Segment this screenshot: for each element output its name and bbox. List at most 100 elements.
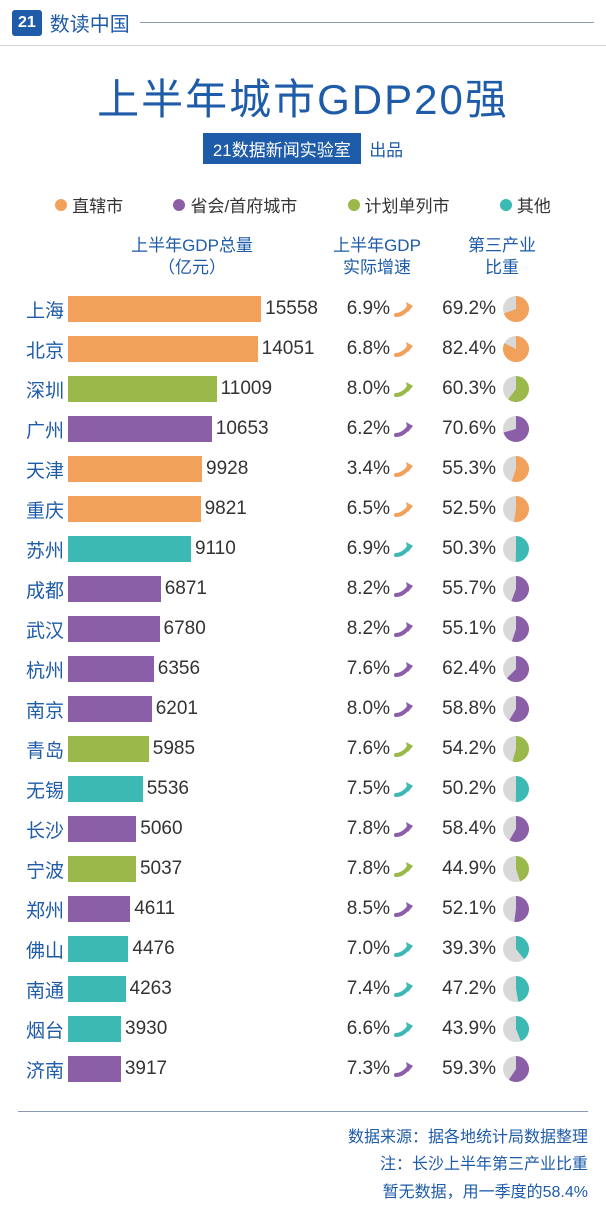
- pie-cell: [496, 894, 536, 924]
- bar-wrap: 4263: [68, 976, 318, 1002]
- growth-value: 7.5%: [318, 778, 390, 800]
- header-bar: 21 数读中国: [0, 0, 606, 46]
- arrow-cell: [390, 697, 424, 721]
- header-title: 数读中国: [50, 8, 130, 37]
- gdp-value: 3917: [125, 1058, 167, 1080]
- city-name: 南通: [18, 976, 68, 1003]
- bar-wrap: 15558: [68, 296, 318, 322]
- tertiary-value: 54.2%: [424, 738, 496, 760]
- up-arrow-icon: [393, 417, 421, 441]
- up-arrow-icon: [393, 657, 421, 681]
- city-name: 青岛: [18, 736, 68, 763]
- gdp-value: 5060: [140, 818, 182, 840]
- arrow-cell: [390, 457, 424, 481]
- growth-value: 8.0%: [318, 378, 390, 400]
- growth-value: 6.6%: [318, 1018, 390, 1040]
- bar-wrap: 5060: [68, 816, 318, 842]
- arrow-cell: [390, 937, 424, 961]
- bar-wrap: 5985: [68, 736, 318, 762]
- up-arrow-icon: [393, 897, 421, 921]
- growth-value: 3.4%: [318, 458, 390, 480]
- gdp-value: 4263: [130, 978, 172, 1000]
- city-name: 无锡: [18, 776, 68, 803]
- gdp-bar: [68, 536, 191, 562]
- city-name: 北京: [18, 336, 68, 363]
- growth-value: 6.9%: [318, 538, 390, 560]
- col-header-tertiary: 第三产业比重: [442, 235, 562, 279]
- city-name: 天津: [18, 456, 68, 483]
- data-rows: 上海 15558 6.9% 69.2% 北京 14051 6.8% 82.4% …: [0, 289, 606, 1089]
- city-row: 广州 10653 6.2% 70.6%: [18, 409, 588, 449]
- gdp-bar: [68, 1016, 121, 1042]
- city-row: 无锡 5536 7.5% 50.2%: [18, 769, 588, 809]
- gdp-bar: [68, 576, 161, 602]
- pie-cell: [496, 494, 536, 524]
- up-arrow-icon: [393, 537, 421, 561]
- main-title: 上半年城市GDP20强: [0, 66, 606, 127]
- pie-icon: [501, 734, 531, 764]
- city-name: 佛山: [18, 936, 68, 963]
- city-row: 杭州 6356 7.6% 62.4%: [18, 649, 588, 689]
- pie-icon: [501, 1014, 531, 1044]
- growth-value: 7.3%: [318, 1058, 390, 1080]
- legend-label: 其他: [517, 192, 551, 217]
- pie-cell: [496, 1054, 536, 1084]
- bar-wrap: 5037: [68, 856, 318, 882]
- growth-value: 7.6%: [318, 658, 390, 680]
- city-name: 重庆: [18, 496, 68, 523]
- legend-dot-icon: [173, 199, 185, 211]
- tertiary-value: 58.4%: [424, 818, 496, 840]
- growth-value: 8.5%: [318, 898, 390, 920]
- gdp-bar: [68, 696, 152, 722]
- growth-value: 7.8%: [318, 858, 390, 880]
- up-arrow-icon: [393, 697, 421, 721]
- gdp-bar: [68, 936, 128, 962]
- bar-wrap: 14051: [68, 336, 318, 362]
- col-header-gdp: 上半年GDP总量（亿元）: [72, 235, 312, 279]
- arrow-cell: [390, 857, 424, 881]
- city-name: 南京: [18, 696, 68, 723]
- city-row: 苏州 9110 6.9% 50.3%: [18, 529, 588, 569]
- gdp-bar: [68, 656, 154, 682]
- legend-dot-icon: [348, 199, 360, 211]
- tertiary-value: 55.7%: [424, 578, 496, 600]
- up-arrow-icon: [393, 1057, 421, 1081]
- bar-wrap: 10653: [68, 416, 318, 442]
- city-name: 武汉: [18, 616, 68, 643]
- up-arrow-icon: [393, 377, 421, 401]
- col-header-growth: 上半年GDP实际增速: [312, 235, 442, 279]
- city-row: 南通 4263 7.4% 47.2%: [18, 969, 588, 1009]
- city-row: 天津 9928 3.4% 55.3%: [18, 449, 588, 489]
- pie-cell: [496, 614, 536, 644]
- growth-value: 8.2%: [318, 618, 390, 640]
- footer-note2: 暂无数据，用一季度的58.4%: [18, 1179, 588, 1206]
- city-row: 佛山 4476 7.0% 39.3%: [18, 929, 588, 969]
- tertiary-value: 50.2%: [424, 778, 496, 800]
- gdp-value: 9928: [206, 458, 248, 480]
- city-row: 南京 6201 8.0% 58.8%: [18, 689, 588, 729]
- gdp-bar: [68, 456, 202, 482]
- city-row: 青岛 5985 7.6% 54.2%: [18, 729, 588, 769]
- legend-dot-icon: [500, 199, 512, 211]
- legend-dot-icon: [55, 199, 67, 211]
- city-name: 苏州: [18, 536, 68, 563]
- gdp-value: 4611: [134, 898, 175, 920]
- bar-wrap: 9821: [68, 496, 318, 522]
- bar-wrap: 11009: [68, 376, 318, 402]
- gdp-bar: [68, 336, 258, 362]
- gdp-bar: [68, 616, 160, 642]
- tertiary-value: 59.3%: [424, 1058, 496, 1080]
- arrow-cell: [390, 417, 424, 441]
- pie-cell: [496, 814, 536, 844]
- pie-icon: [501, 294, 531, 324]
- gdp-bar: [68, 896, 130, 922]
- bar-wrap: 4611: [68, 896, 318, 922]
- city-name: 郑州: [18, 896, 68, 923]
- city-row: 济南 3917 7.3% 59.3%: [18, 1049, 588, 1089]
- gdp-value: 4476: [132, 938, 174, 960]
- tertiary-value: 55.1%: [424, 618, 496, 640]
- pie-icon: [501, 974, 531, 1004]
- pie-icon: [501, 374, 531, 404]
- pie-cell: [496, 294, 536, 324]
- tertiary-value: 55.3%: [424, 458, 496, 480]
